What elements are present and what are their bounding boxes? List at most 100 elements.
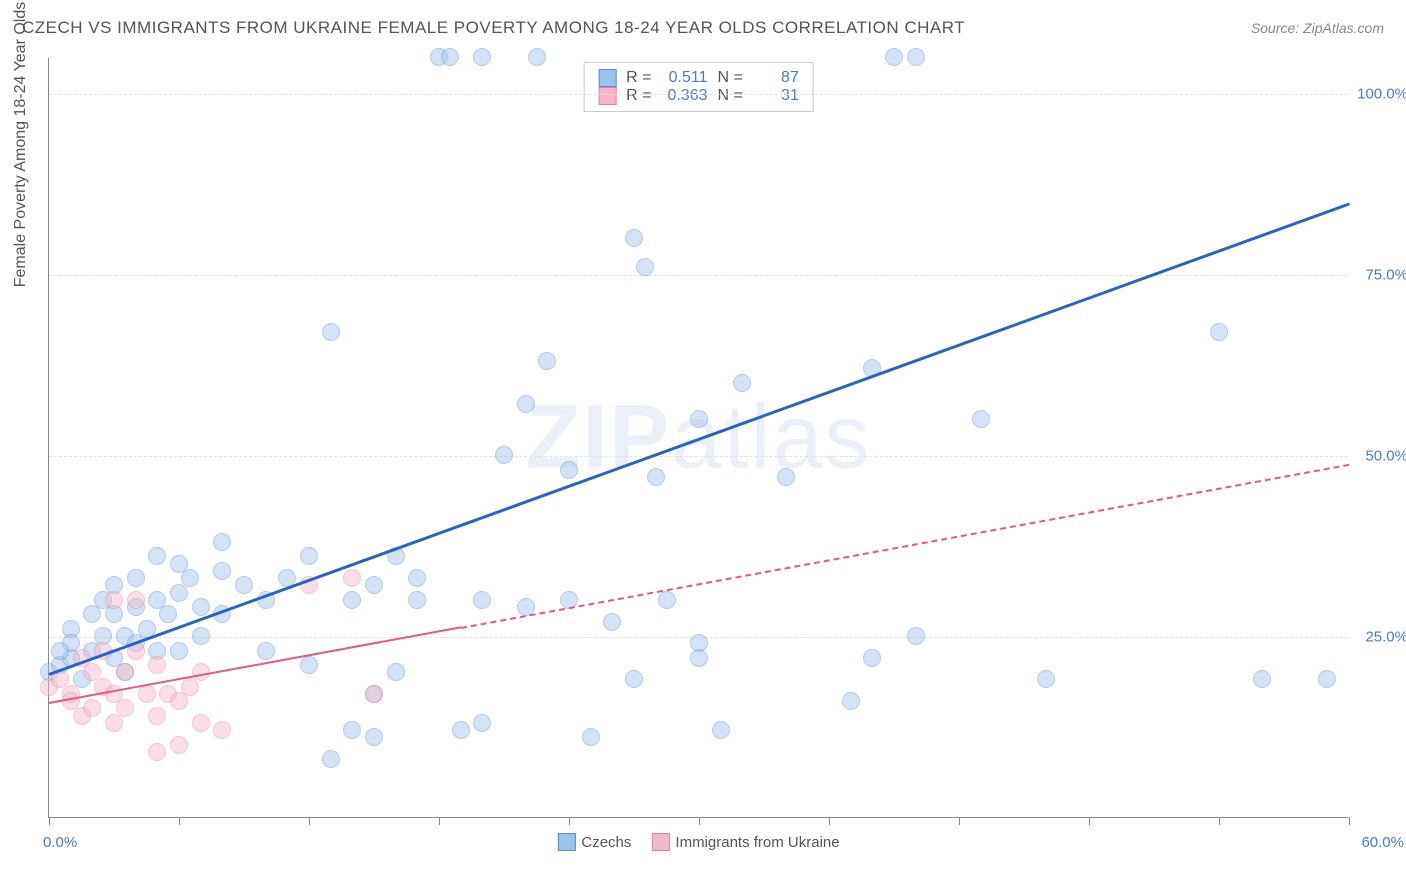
data-point <box>636 258 654 276</box>
chart-title: CZECH VS IMMIGRANTS FROM UKRAINE FEMALE … <box>22 18 965 38</box>
data-point <box>538 352 556 370</box>
y-axis-label: Female Poverty Among 18-24 Year Olds <box>12 2 30 288</box>
data-point <box>842 692 860 710</box>
data-point <box>1253 670 1271 688</box>
data-point <box>907 627 925 645</box>
data-point <box>712 721 730 739</box>
x-tick <box>49 817 50 825</box>
data-point <box>473 591 491 609</box>
data-point <box>235 576 253 594</box>
data-point <box>603 613 621 631</box>
x-tick <box>1219 817 1220 825</box>
data-point <box>517 395 535 413</box>
y-tick-label: 25.0% <box>1365 629 1406 646</box>
n-label: N = <box>718 69 743 87</box>
data-point <box>885 48 903 66</box>
x-tick <box>699 817 700 825</box>
legend-label: Immigrants from Ukraine <box>675 834 839 851</box>
stats-row: R = 0.511 N = 87 <box>598 69 799 87</box>
x-tick-label: 60.0% <box>1361 834 1404 851</box>
data-point <box>387 663 405 681</box>
data-point <box>148 743 166 761</box>
data-point <box>658 591 676 609</box>
x-tick <box>1349 817 1350 825</box>
data-point <box>625 670 643 688</box>
x-tick <box>829 817 830 825</box>
data-point <box>159 605 177 623</box>
data-point <box>127 591 145 609</box>
legend-item: Immigrants from Ukraine <box>651 833 839 851</box>
data-point <box>408 569 426 587</box>
trend-line <box>48 203 1349 676</box>
data-point <box>495 446 513 464</box>
data-point <box>192 627 210 645</box>
data-point <box>170 642 188 660</box>
data-point <box>560 461 578 479</box>
r-label: R = <box>626 87 651 105</box>
data-point <box>408 591 426 609</box>
r-value: 0.511 <box>662 69 708 87</box>
y-tick-label: 100.0% <box>1357 86 1406 103</box>
data-point <box>148 547 166 565</box>
data-point <box>647 468 665 486</box>
n-value: 31 <box>753 87 799 105</box>
data-point <box>51 642 69 660</box>
r-value: 0.363 <box>662 87 708 105</box>
stats-row: R = 0.363 N = 31 <box>598 87 799 105</box>
data-point <box>170 736 188 754</box>
data-point <box>192 714 210 732</box>
data-point <box>83 699 101 717</box>
legend-item: Czechs <box>557 833 631 851</box>
n-value: 87 <box>753 69 799 87</box>
r-label: R = <box>626 69 651 87</box>
stats-box: R = 0.511 N = 87 R = 0.363 N = 31 <box>583 62 814 112</box>
n-label: N = <box>718 87 743 105</box>
y-tick-label: 75.0% <box>1365 267 1406 284</box>
data-point <box>213 533 231 551</box>
data-point <box>300 656 318 674</box>
legend-label: Czechs <box>581 834 631 851</box>
data-point <box>300 547 318 565</box>
data-point <box>582 728 600 746</box>
series-swatch <box>598 87 616 105</box>
data-point <box>907 48 925 66</box>
data-point <box>213 562 231 580</box>
data-point <box>690 649 708 667</box>
x-tick <box>179 817 180 825</box>
trend-line <box>460 463 1349 628</box>
data-point <box>365 576 383 594</box>
data-point <box>365 728 383 746</box>
gridline <box>49 456 1348 457</box>
data-point <box>473 714 491 732</box>
data-point <box>138 685 156 703</box>
data-point <box>625 229 643 247</box>
data-point <box>1037 670 1055 688</box>
data-point <box>116 699 134 717</box>
data-point <box>365 685 383 703</box>
legend: Czechs Immigrants from Ukraine <box>557 833 839 851</box>
data-point <box>441 48 459 66</box>
data-point <box>181 569 199 587</box>
x-tick <box>309 817 310 825</box>
gridline <box>49 94 1348 95</box>
data-point <box>127 569 145 587</box>
source-attribution: Source: ZipAtlas.com <box>1251 20 1384 36</box>
data-point <box>148 656 166 674</box>
data-point <box>1210 323 1228 341</box>
data-point <box>192 598 210 616</box>
x-tick-label: 0.0% <box>43 834 77 851</box>
data-point <box>528 48 546 66</box>
data-point <box>777 468 795 486</box>
plot-area: ZIPatlas R =0.511N =87R =0.363N =31 Czec… <box>48 58 1348 818</box>
data-point <box>452 721 470 739</box>
x-tick <box>569 817 570 825</box>
data-point <box>105 591 123 609</box>
data-point <box>473 48 491 66</box>
data-point <box>322 323 340 341</box>
x-tick <box>959 817 960 825</box>
data-point <box>322 750 340 768</box>
legend-swatch <box>557 833 575 851</box>
data-point <box>690 410 708 428</box>
data-point <box>116 663 134 681</box>
data-point <box>257 642 275 660</box>
